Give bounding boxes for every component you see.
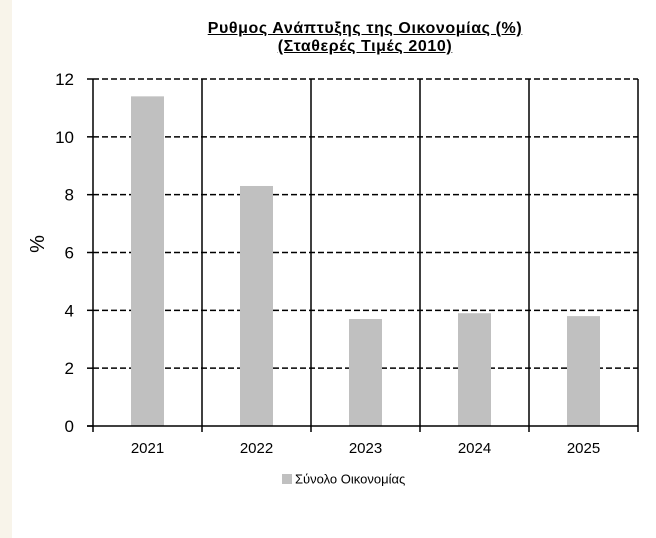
legend-label: Σύνολο Οικονομίας: [295, 472, 405, 487]
x-tick-labels: 2021 2022 2023 2024 2025: [131, 440, 600, 457]
y-tick-labels: 0 2 4 6 8 10 12: [55, 70, 74, 436]
y-tick-label-6: 6: [65, 244, 74, 263]
x-tick-label-2024: 2024: [458, 440, 491, 457]
legend-swatch: [282, 474, 292, 484]
x-tick-label-2023: 2023: [349, 440, 382, 457]
x-tick-label-2025: 2025: [567, 440, 600, 457]
y-tick-label-4: 4: [65, 301, 74, 320]
legend: Σύνολο Οικονομίας: [282, 472, 405, 487]
bars: [131, 96, 600, 426]
x-tick-label-2022: 2022: [240, 440, 273, 457]
chart-subtitle: (Σταθερές Τιμές 2010): [277, 38, 453, 55]
chart-title-block: Ρυθμος Ανάπτυξης της Οικονομίας (%) (Στα…: [90, 20, 640, 56]
bar-2024: [458, 313, 491, 426]
bar-2023: [349, 319, 382, 426]
left-margin-strip: [0, 0, 12, 538]
y-axis-label: %: [27, 235, 49, 253]
category-separators: [201, 79, 639, 426]
bar-2021: [131, 96, 164, 426]
y-tick-label-8: 8: [65, 186, 74, 205]
bar-2025: [567, 316, 600, 426]
bar-2022: [240, 185, 273, 426]
y-tick-label-0: 0: [65, 417, 74, 436]
y-tick-label-12: 12: [55, 70, 74, 89]
axes: [87, 78, 639, 432]
y-tick-label-10: 10: [55, 128, 74, 147]
y-tick-label-2: 2: [65, 359, 74, 378]
x-tick-label-2021: 2021: [131, 440, 164, 457]
chart-title: Ρυθμος Ανάπτυξης της Οικονομίας (%): [207, 20, 523, 37]
